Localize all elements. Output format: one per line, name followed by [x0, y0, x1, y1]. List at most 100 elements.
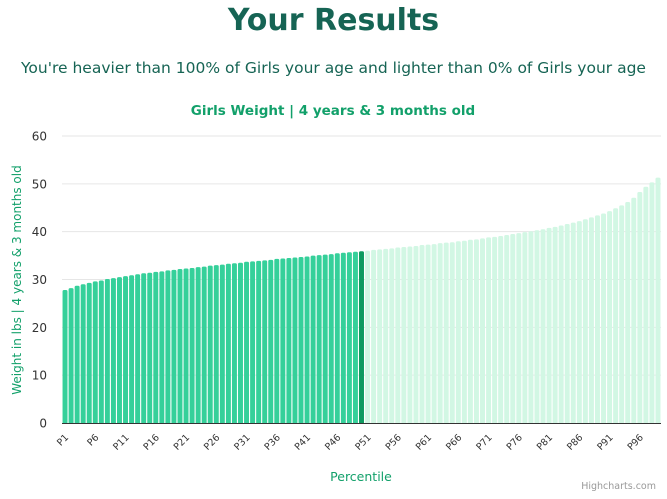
- bar-p99[interactable]: [655, 177, 661, 423]
- bar-p66[interactable]: [455, 241, 461, 423]
- bar-p85[interactable]: [570, 222, 576, 423]
- bar-p77[interactable]: [522, 232, 528, 423]
- bar-p70[interactable]: [480, 238, 485, 423]
- bar-p83[interactable]: [558, 225, 564, 423]
- bar-p73[interactable]: [498, 235, 504, 423]
- bar-p92[interactable]: [613, 208, 619, 423]
- bar-p86[interactable]: [576, 221, 582, 423]
- bar-p90[interactable]: [601, 213, 607, 423]
- bar-p59[interactable]: [413, 246, 419, 423]
- bar-p91[interactable]: [607, 211, 613, 423]
- bar-p67[interactable]: [461, 240, 467, 423]
- bar-p68[interactable]: [467, 239, 473, 423]
- bar-p84[interactable]: [564, 224, 570, 423]
- bar-p75[interactable]: [510, 234, 516, 423]
- bar-p41[interactable]: [304, 256, 310, 423]
- bar-p1[interactable]: [62, 290, 68, 423]
- bar-p30[interactable]: [238, 262, 243, 423]
- bar-p33[interactable]: [256, 260, 262, 423]
- bar-p97[interactable]: [643, 186, 649, 423]
- bar-p56[interactable]: [395, 247, 401, 423]
- bar-p46[interactable]: [334, 253, 340, 423]
- bar-p40[interactable]: [298, 257, 304, 423]
- bar-p65[interactable]: [449, 242, 455, 423]
- bar-p94[interactable]: [625, 202, 631, 423]
- bar-p39[interactable]: [292, 257, 298, 423]
- bar-p63[interactable]: [437, 243, 443, 423]
- bar-p96[interactable]: [637, 191, 643, 423]
- bar-p18[interactable]: [165, 270, 171, 423]
- bar-p64[interactable]: [443, 242, 449, 423]
- bar-p26[interactable]: [213, 265, 219, 423]
- bar-p71[interactable]: [486, 237, 492, 423]
- bar-p55[interactable]: [389, 248, 395, 423]
- bar-p78[interactable]: [528, 231, 534, 423]
- bar-p87[interactable]: [582, 219, 588, 423]
- bar-p28[interactable]: [225, 263, 231, 423]
- bar-p6[interactable]: [92, 281, 98, 423]
- bar-p20[interactable]: [177, 268, 183, 423]
- bar-p47[interactable]: [340, 252, 346, 423]
- bar-p89[interactable]: [594, 215, 600, 423]
- bar-p11[interactable]: [123, 276, 129, 423]
- bar-p14[interactable]: [141, 273, 147, 423]
- bar-p31[interactable]: [244, 261, 250, 423]
- bar-p21[interactable]: [183, 268, 189, 423]
- bar-p22[interactable]: [189, 268, 195, 423]
- bar-p3[interactable]: [74, 285, 80, 423]
- bar-p25[interactable]: [207, 265, 213, 423]
- bar-p95[interactable]: [631, 197, 637, 423]
- bar-p58[interactable]: [407, 246, 413, 423]
- bar-p10[interactable]: [116, 277, 122, 423]
- bar-p72[interactable]: [492, 236, 498, 423]
- bar-p38[interactable]: [286, 257, 292, 423]
- bar-p57[interactable]: [401, 246, 407, 423]
- bar-p34[interactable]: [262, 260, 268, 423]
- bar-p15[interactable]: [147, 272, 153, 423]
- bar-p61[interactable]: [425, 244, 431, 423]
- bar-p36[interactable]: [274, 258, 280, 423]
- bar-p48[interactable]: [346, 252, 352, 423]
- bar-p27[interactable]: [219, 264, 225, 423]
- bar-p9[interactable]: [110, 278, 116, 423]
- bar-p93[interactable]: [619, 205, 625, 423]
- bar-p13[interactable]: [135, 274, 141, 423]
- bar-p12[interactable]: [129, 275, 135, 423]
- bar-p23[interactable]: [195, 267, 201, 423]
- bar-p7[interactable]: [98, 280, 104, 423]
- bar-p19[interactable]: [171, 269, 177, 423]
- bar-p32[interactable]: [250, 261, 256, 423]
- bar-p5[interactable]: [86, 282, 92, 423]
- bar-p76[interactable]: [516, 233, 522, 423]
- bar-p79[interactable]: [534, 230, 540, 423]
- bar-p17[interactable]: [159, 271, 165, 423]
- bar-p54[interactable]: [383, 248, 389, 423]
- bar-p29[interactable]: [231, 263, 237, 423]
- bar-p52[interactable]: [371, 249, 377, 423]
- bar-p16[interactable]: [153, 271, 159, 423]
- bar-p53[interactable]: [377, 249, 383, 423]
- bar-p44[interactable]: [322, 254, 328, 423]
- bar-p8[interactable]: [104, 279, 110, 423]
- bar-p37[interactable]: [280, 258, 286, 423]
- bar-p98[interactable]: [649, 182, 655, 423]
- bar-p4[interactable]: [80, 284, 86, 423]
- bar-p82[interactable]: [552, 226, 558, 423]
- bar-p81[interactable]: [546, 227, 552, 423]
- bar-p49[interactable]: [352, 251, 358, 423]
- bar-p74[interactable]: [504, 235, 510, 423]
- bar-p60[interactable]: [419, 245, 425, 423]
- bar-p80[interactable]: [540, 229, 546, 423]
- bar-p62[interactable]: [431, 244, 437, 423]
- bar-p88[interactable]: [588, 217, 594, 423]
- bar-p43[interactable]: [316, 255, 322, 423]
- bar-p2[interactable]: [68, 288, 74, 423]
- bar-p35[interactable]: [268, 259, 274, 423]
- bar-p50[interactable]: [359, 251, 364, 423]
- credits-link[interactable]: Highcharts.com: [581, 481, 656, 492]
- bar-p42[interactable]: [310, 255, 316, 423]
- bar-p69[interactable]: [473, 239, 479, 423]
- bar-p45[interactable]: [328, 254, 334, 423]
- bar-p24[interactable]: [201, 266, 207, 423]
- bar-p51[interactable]: [365, 250, 371, 423]
